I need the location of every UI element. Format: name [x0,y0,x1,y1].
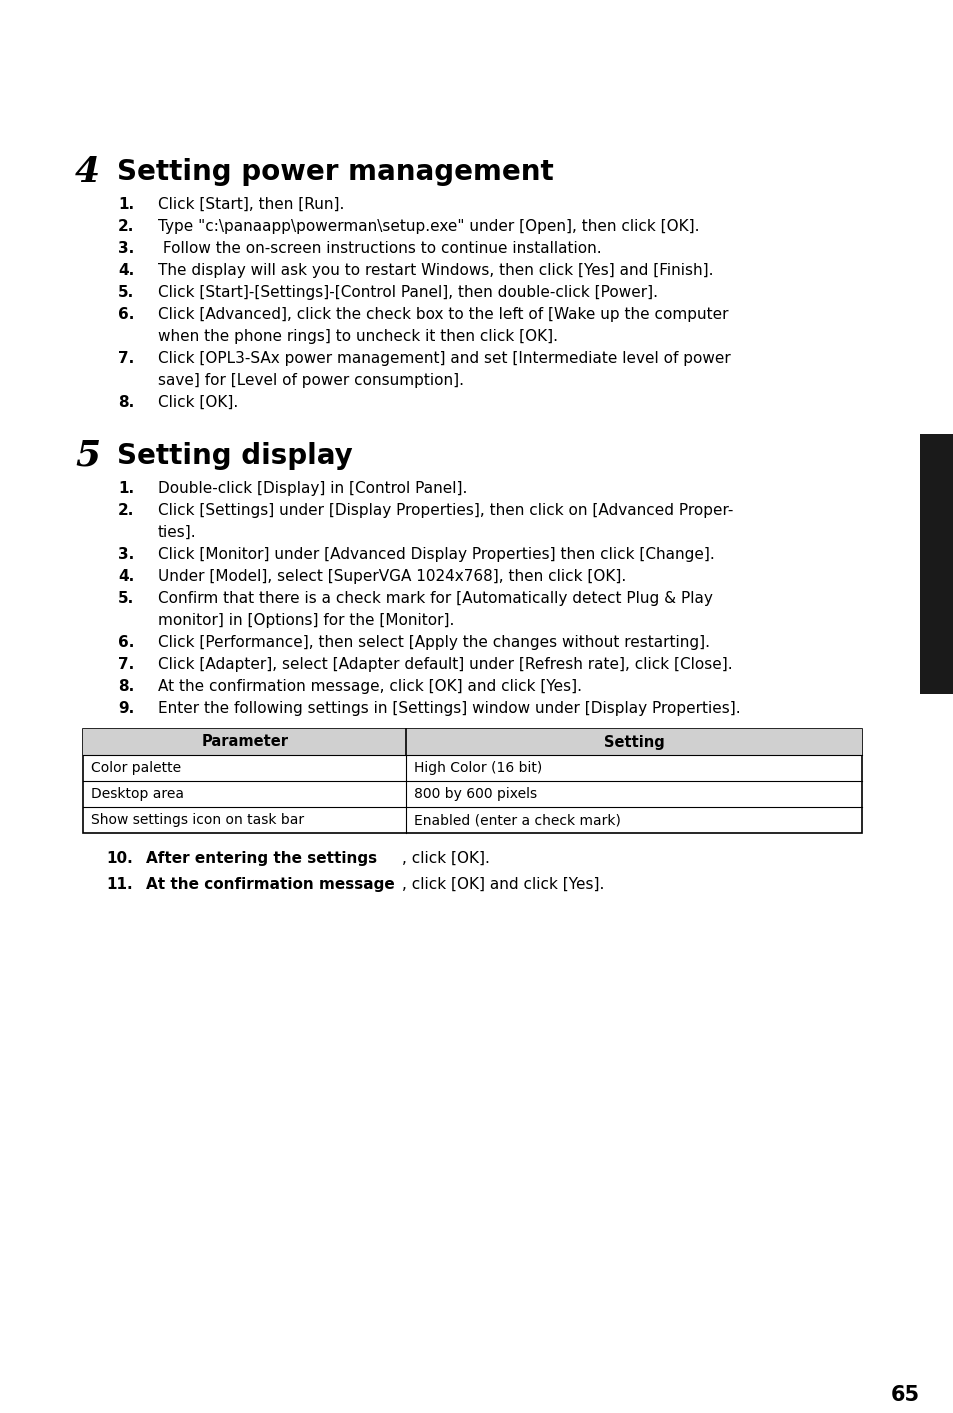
Text: 3.: 3. [118,242,134,256]
Text: Parameter: Parameter [201,735,288,749]
Text: Setting display: Setting display [117,442,353,471]
Text: 9.: 9. [118,701,134,716]
Bar [83,729,862,755]
Text: High Color (16 bit): High Color (16 bit) [414,762,542,774]
Text: Click [Start], then [Run].: Click [Start], then [Run]. [158,196,344,212]
Text: 7.: 7. [118,350,134,366]
Text: save] for [Level of power consumption].: save] for [Level of power consumption]. [158,373,463,389]
Text: Click [Monitor] under [Advanced Display Properties] then click [Change].: Click [Monitor] under [Advanced Display … [158,547,714,562]
Text: when the phone rings] to uncheck it then click [OK].: when the phone rings] to uncheck it then… [158,329,558,343]
Text: Desktop area: Desktop area [91,787,184,801]
Text: Under [Model], select [SuperVGA 1024x768], then click [OK].: Under [Model], select [SuperVGA 1024x768… [158,569,625,584]
Text: Enter the following settings in [Settings] window under [Display Properties].: Enter the following settings in [Setting… [158,701,740,716]
Text: ties].: ties]. [158,526,196,540]
Text: Click [Adapter], select [Adapter default] under [Refresh rate], click [Close].: Click [Adapter], select [Adapter default… [158,657,732,673]
Text: 5.: 5. [118,591,134,606]
Text: 65: 65 [889,1385,919,1405]
Text: Click [OK].: Click [OK]. [158,396,238,410]
Text: Setting: Setting [603,735,664,749]
Text: , click [OK].: , click [OK]. [401,851,489,866]
Text: 1.: 1. [118,480,134,496]
Text: After entering the settings: After entering the settings [146,851,376,866]
Text: 4: 4 [75,155,100,189]
Text: 8.: 8. [118,680,134,694]
Text: 4.: 4. [118,263,134,278]
Text: 4.: 4. [118,569,134,584]
Text: 5: 5 [75,439,100,473]
Text: Click [Settings] under [Display Properties], then click on [Advanced Proper-: Click [Settings] under [Display Properti… [158,503,733,519]
Text: Type "c:\panaapp\powerman\setup.exe" under [Open], then click [OK].: Type "c:\panaapp\powerman\setup.exe" und… [158,219,699,235]
Text: 11.: 11. [106,877,132,892]
Text: 10.: 10. [106,851,132,866]
Text: Setting power management: Setting power management [117,158,553,187]
Bar [83,729,862,834]
Text: 800 by 600 pixels: 800 by 600 pixels [414,787,537,801]
Text: Click [Start]-[Settings]-[Control Panel], then double-click [Power].: Click [Start]-[Settings]-[Control Panel]… [158,285,658,300]
Text: 1.: 1. [118,196,134,212]
Text: Color palette: Color palette [91,762,181,774]
Text: Show settings icon on task bar: Show settings icon on task bar [91,812,304,827]
Text: Click [OPL3-SAx power management] and set [Intermediate level of power: Click [OPL3-SAx power management] and se… [158,350,730,366]
Text: The display will ask you to restart Windows, then click [Yes] and [Finish].: The display will ask you to restart Wind… [158,263,713,278]
Text: At the confirmation message: At the confirmation message [146,877,395,892]
Text: 2.: 2. [118,503,134,519]
Text: At the confirmation message, click [OK] and click [Yes].: At the confirmation message, click [OK] … [158,680,581,694]
Text: 8.: 8. [118,396,134,410]
Text: , click [OK] and click [Yes].: , click [OK] and click [Yes]. [401,877,603,892]
Text: 6.: 6. [118,307,134,322]
Text: 3.: 3. [118,547,134,562]
Text: 2.: 2. [118,219,134,235]
Text: Click [Performance], then select [Apply the changes without restarting].: Click [Performance], then select [Apply … [158,634,709,650]
Text: 5.: 5. [118,285,134,300]
Text: Click [Advanced], click the check box to the left of [Wake up the computer: Click [Advanced], click the check box to… [158,307,728,322]
Text: Confirm that there is a check mark for [Automatically detect Plug & Play: Confirm that there is a check mark for [… [158,591,712,606]
Text: Follow the on-screen instructions to continue installation.: Follow the on-screen instructions to con… [158,242,601,256]
Text: Double-click [Display] in [Control Panel].: Double-click [Display] in [Control Panel… [158,480,467,496]
Bar [919,434,953,694]
Text: 7.: 7. [118,657,134,673]
Text: monitor] in [Options] for the [Monitor].: monitor] in [Options] for the [Monitor]. [158,613,454,627]
Text: Enabled (enter a check mark): Enabled (enter a check mark) [414,812,620,827]
Text: 6.: 6. [118,634,134,650]
